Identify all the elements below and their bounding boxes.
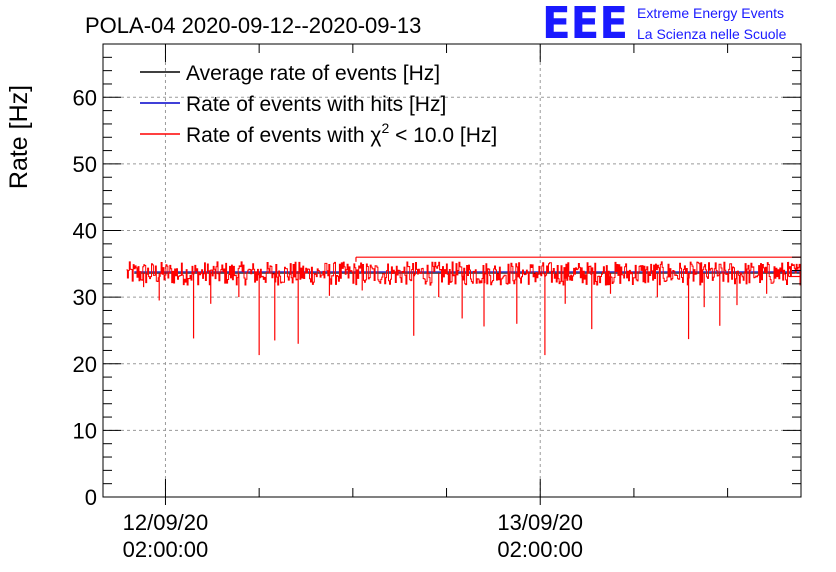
y-tick-label: 0 [85,485,97,510]
series-layer [126,256,802,356]
legend-label-average: Average rate of events [Hz] [186,62,440,85]
legend-chi2-sup: 2 [381,120,389,136]
y-tick-label: 20 [73,352,97,377]
chart-title: POLA-04 2020-09-12--2020-09-13 [85,13,421,38]
legend-label-hits: Rate of events with hits [Hz] [186,93,446,116]
y-tick-label: 50 [73,152,97,177]
eee-logo-line1: Extreme Energy Events [637,5,784,21]
y-tick-label: 60 [73,85,97,110]
legend: Average rate of events [Hz] Rate of even… [140,62,497,147]
legend-chi2-suffix: < 10.0 [Hz] [389,124,497,147]
grid [103,44,801,497]
y-tick-labels: 0 10 20 30 40 50 60 [73,85,97,510]
x-tick-label-time: 02:00:00 [123,537,209,562]
series-chi2-trace [126,261,802,286]
y-tick-label: 30 [73,285,97,310]
x-tick-label-date: 13/09/20 [497,510,583,535]
y-tick-label: 10 [73,418,97,443]
legend-label-chi2: Rate of events with χ2 < 10.0 [Hz] [186,120,497,147]
axis-ticks [103,43,801,505]
x-tick-label-date: 12/09/20 [123,510,209,535]
y-axis-label: Rate [Hz] [5,85,33,189]
y-tick-label: 40 [73,219,97,244]
eee-logo-mark: EEE [542,0,628,49]
eee-logo: EEE Extreme Energy Events La Scienza nel… [542,0,787,49]
legend-chi2-prefix: Rate of events with χ [186,124,381,147]
eee-logo-line2: La Scienza nelle Scuole [637,26,787,42]
x-tick-label-time: 02:00:00 [497,537,583,562]
